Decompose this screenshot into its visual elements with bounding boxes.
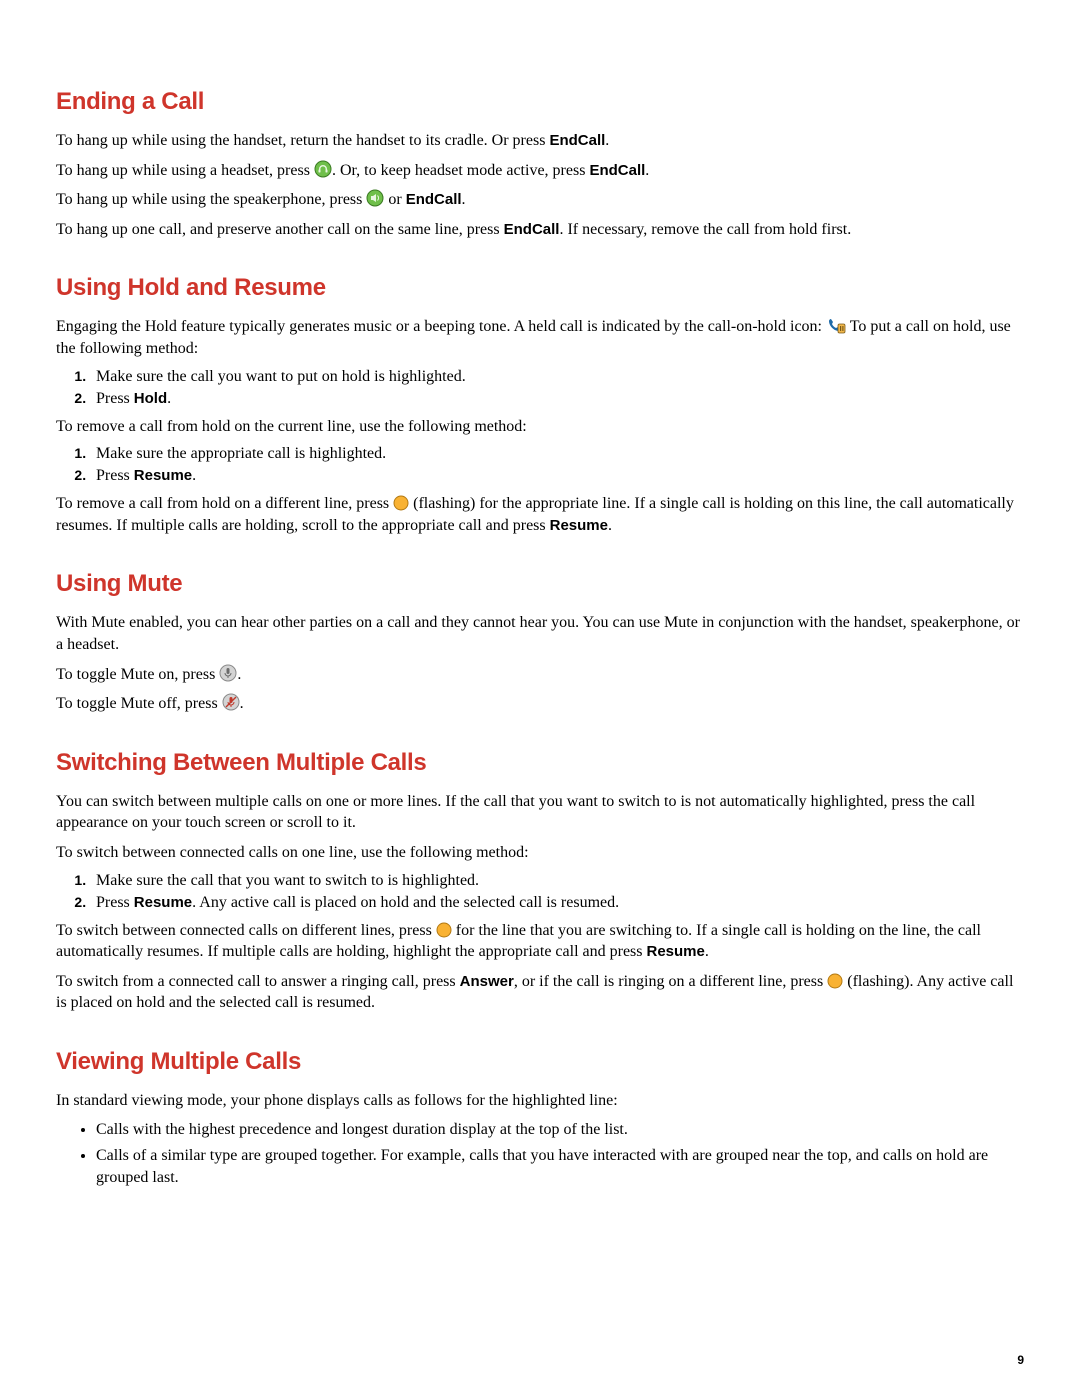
section-mute: Using Mute With Mute enabled, you can he…	[56, 570, 1024, 714]
text: To hang up while using a headset, press	[56, 162, 314, 179]
text: or	[384, 191, 405, 208]
text: To toggle Mute on, press	[56, 666, 219, 683]
page-number: 9	[1017, 1353, 1024, 1367]
paragraph: You can switch between multiple calls on…	[56, 791, 1024, 834]
paragraph: To remove a call from hold on the curren…	[56, 416, 1024, 438]
text: Engaging the Hold feature typically gene…	[56, 318, 826, 335]
paragraph: To toggle Mute off, press .	[56, 693, 1024, 715]
document-page: Ending a Call To hang up while using the…	[0, 0, 1080, 1397]
text: Calls with the highest precedence and lo…	[96, 1121, 628, 1138]
text: .	[645, 162, 649, 179]
text: .	[240, 695, 244, 712]
mute-off-button-icon	[219, 664, 237, 682]
section-hold-resume: Using Hold and Resume Engaging the Hold …	[56, 274, 1024, 536]
text: Make sure the call you want to put on ho…	[96, 368, 466, 385]
text: .	[237, 666, 241, 683]
paragraph: With Mute enabled, you can hear other pa…	[56, 612, 1024, 655]
softkey-endcall: EndCall	[406, 191, 462, 208]
softkey-endcall: EndCall	[589, 162, 645, 179]
softkey-resume: Resume	[134, 894, 192, 911]
text: To hang up one call, and preserve anothe…	[56, 221, 504, 238]
line-button-flashing-icon	[393, 495, 409, 511]
line-button-steady-icon	[436, 922, 452, 938]
text: . Or, to keep headset mode active, press	[332, 162, 590, 179]
text: To switch between connected calls on dif…	[56, 922, 436, 939]
text: To switch from a connected call to answe…	[56, 973, 460, 990]
ordered-list: Make sure the call that you want to swit…	[56, 872, 1024, 912]
text: , or if the call is ringing on a differe…	[514, 973, 827, 990]
heading-ending-a-call: Ending a Call	[56, 88, 1024, 116]
section-ending-a-call: Ending a Call To hang up while using the…	[56, 88, 1024, 240]
text: To hang up while using the handset, retu…	[56, 132, 549, 149]
paragraph: To switch between connected calls on one…	[56, 842, 1024, 864]
ordered-list: Make sure the appropriate call is highli…	[56, 445, 1024, 485]
text: Calls of a similar type are grouped toge…	[96, 1147, 988, 1186]
text: .	[605, 132, 609, 149]
section-viewing: Viewing Multiple Calls In standard viewi…	[56, 1048, 1024, 1188]
text: Make sure the call that you want to swit…	[96, 872, 479, 889]
paragraph: In standard viewing mode, your phone dis…	[56, 1090, 1024, 1112]
list-item: Calls of a similar type are grouped toge…	[96, 1145, 1024, 1188]
heading-viewing: Viewing Multiple Calls	[56, 1048, 1024, 1076]
text: To hang up while using the speakerphone,…	[56, 191, 366, 208]
text: To remove a call from hold on a differen…	[56, 495, 393, 512]
list-item: Make sure the call that you want to swit…	[90, 872, 1024, 890]
text: Press	[96, 467, 134, 484]
list-item: Make sure the call you want to put on ho…	[90, 368, 1024, 386]
text: . Any active call is placed on hold and …	[192, 894, 619, 911]
text: .	[167, 390, 171, 407]
text: . If necessary, remove the call from hol…	[559, 221, 851, 238]
paragraph: Engaging the Hold feature typically gene…	[56, 316, 1024, 359]
heading-hold-resume: Using Hold and Resume	[56, 274, 1024, 302]
softkey-resume: Resume	[134, 467, 192, 484]
text: .	[192, 467, 196, 484]
section-switching: Switching Between Multiple Calls You can…	[56, 749, 1024, 1014]
headset-button-icon	[314, 160, 332, 178]
softkey-endcall: EndCall	[549, 132, 605, 149]
list-item: Press Resume.	[90, 467, 1024, 485]
paragraph: To toggle Mute on, press .	[56, 664, 1024, 686]
paragraph: To hang up while using a headset, press …	[56, 160, 1024, 182]
list-item: Calls with the highest precedence and lo…	[96, 1119, 1024, 1141]
text: Press	[96, 894, 134, 911]
heading-switching: Switching Between Multiple Calls	[56, 749, 1024, 777]
softkey-endcall: EndCall	[504, 221, 560, 238]
text: .	[462, 191, 466, 208]
softkey-answer: Answer	[460, 973, 514, 990]
call-on-hold-icon	[826, 318, 846, 334]
line-button-ringing-icon	[827, 973, 843, 989]
paragraph: To hang up while using the speakerphone,…	[56, 189, 1024, 211]
softkey-hold: Hold	[134, 390, 167, 407]
list-item: Make sure the appropriate call is highli…	[90, 445, 1024, 463]
paragraph: To hang up while using the handset, retu…	[56, 130, 1024, 152]
unordered-list: Calls with the highest precedence and lo…	[56, 1119, 1024, 1188]
paragraph: To hang up one call, and preserve anothe…	[56, 219, 1024, 241]
paragraph: To switch from a connected call to answe…	[56, 971, 1024, 1014]
text: Make sure the appropriate call is highli…	[96, 445, 386, 462]
softkey-resume: Resume	[647, 943, 705, 960]
softkey-resume: Resume	[550, 517, 608, 534]
mute-on-button-icon	[222, 693, 240, 711]
heading-mute: Using Mute	[56, 570, 1024, 598]
paragraph: To switch between connected calls on dif…	[56, 920, 1024, 963]
text: Press	[96, 390, 134, 407]
list-item: Press Resume. Any active call is placed …	[90, 894, 1024, 912]
ordered-list: Make sure the call you want to put on ho…	[56, 368, 1024, 408]
text: .	[705, 943, 709, 960]
paragraph: To remove a call from hold on a differen…	[56, 493, 1024, 536]
list-item: Press Hold.	[90, 390, 1024, 408]
text: .	[608, 517, 612, 534]
text: To toggle Mute off, press	[56, 695, 222, 712]
speaker-button-icon	[366, 189, 384, 207]
